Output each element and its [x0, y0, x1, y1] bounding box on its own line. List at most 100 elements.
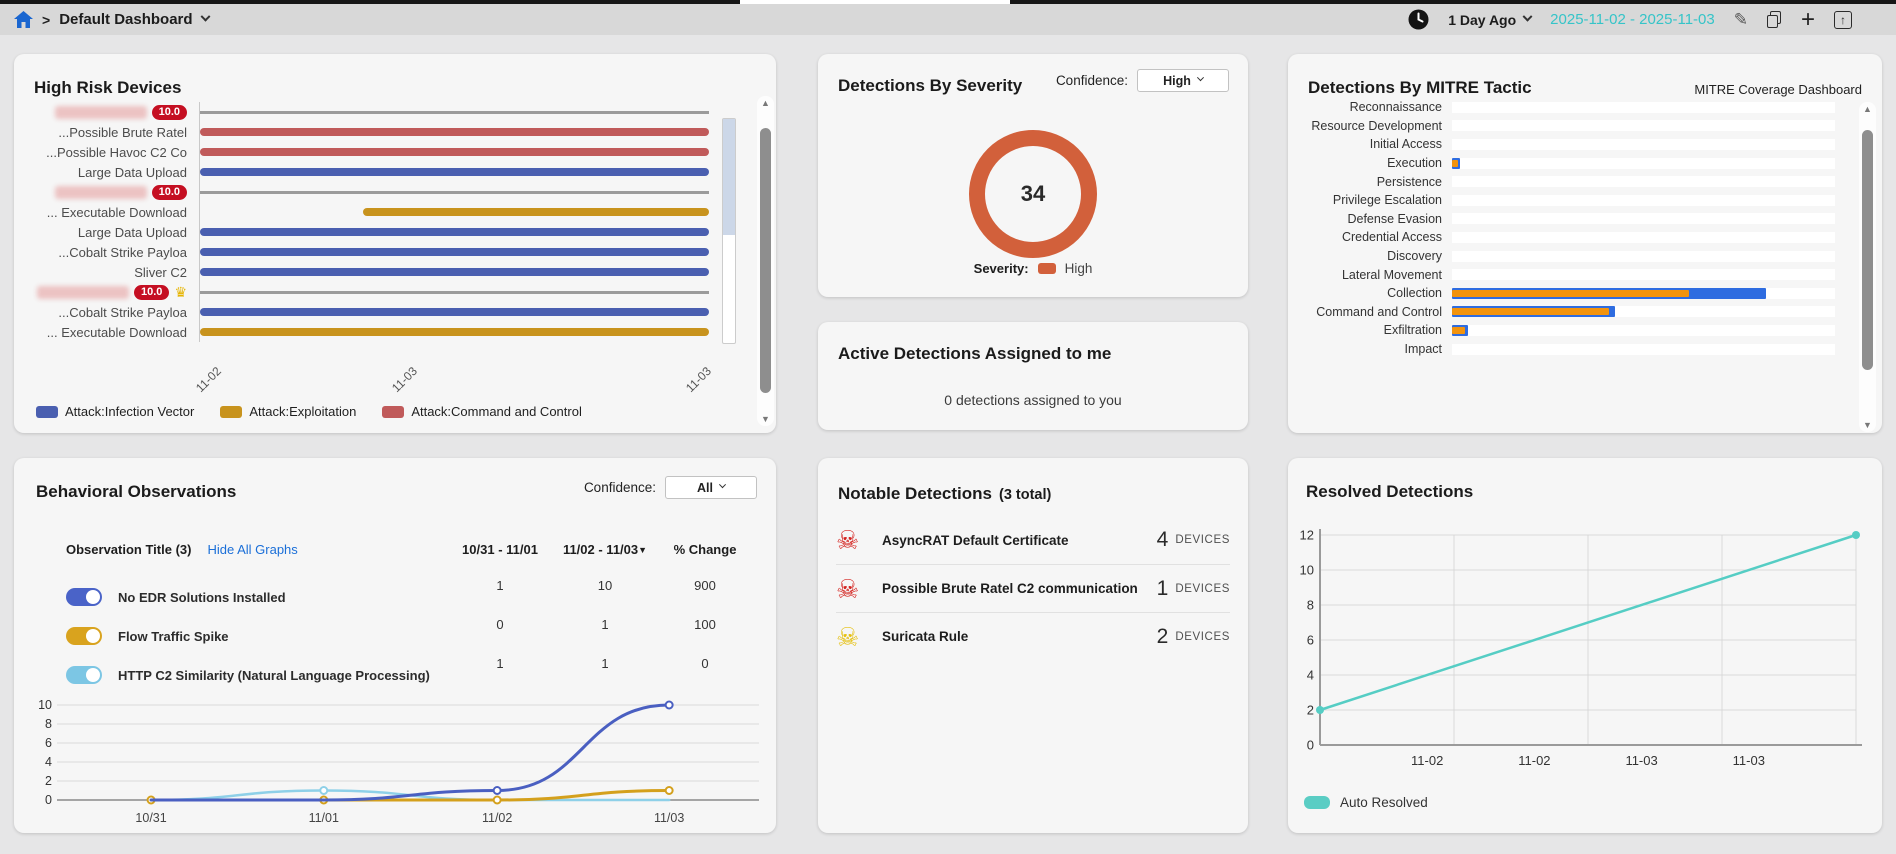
severity-confidence-select[interactable]: High	[1137, 69, 1229, 92]
mitre-row[interactable]: Lateral Movement	[1302, 265, 1835, 284]
observation-toggle[interactable]	[66, 627, 102, 645]
vertical-scrollbar[interactable]: ▲ ▼	[757, 96, 774, 426]
legend-item[interactable]: Attack:Exploitation	[220, 404, 356, 419]
detection-row[interactable]: Large Data Upload	[34, 162, 709, 182]
card-title: Resolved Detections	[1306, 482, 1474, 501]
mitre-row[interactable]: Resource Development	[1302, 117, 1835, 136]
device-group-row[interactable]: 10.0	[34, 102, 709, 122]
timeline-bar[interactable]	[200, 328, 709, 336]
column-header-range1[interactable]: 10/31 - 11/01	[462, 542, 538, 557]
tactic-label: Lateral Movement	[1341, 267, 1442, 282]
svg-text:11/03: 11/03	[654, 811, 684, 825]
scroll-up-icon[interactable]: ▲	[761, 98, 770, 108]
mitre-row[interactable]: Impact	[1302, 340, 1835, 359]
svg-text:4: 4	[1307, 668, 1314, 683]
column-header-range2[interactable]: 11/02 - 11/03▼	[545, 542, 665, 557]
x-axis-tick-label: 11-02	[192, 364, 224, 396]
vertical-scrollbar[interactable]: ▲ ▼	[1859, 102, 1876, 432]
auto-resolved-swatch[interactable]	[1304, 796, 1330, 809]
mitre-row[interactable]: Execution	[1302, 154, 1835, 173]
date-range[interactable]: 2025-11-02 - 2025-11-03	[1550, 11, 1715, 28]
tactic-track	[1452, 120, 1835, 132]
notable-detection-row[interactable]: ☠ Suricata Rule 2 DEVICES	[836, 612, 1230, 660]
tactic-track	[1452, 287, 1835, 299]
detection-row[interactable]: Executable Download ...	[34, 322, 709, 342]
device-group-row[interactable]: 10.0 ♛	[34, 282, 709, 302]
mitre-row[interactable]: Credential Access	[1302, 228, 1835, 247]
mitre-row[interactable]: Command and Control	[1302, 303, 1835, 322]
timeline-bar[interactable]	[200, 308, 709, 316]
timeline-bar[interactable]	[200, 228, 709, 236]
severity-legend-value: High	[1064, 261, 1093, 276]
detection-row[interactable]: Cobalt Strike Payloa...	[34, 302, 709, 322]
mitre-row[interactable]: Persistence	[1302, 172, 1835, 191]
timeline-bar[interactable]	[200, 268, 709, 276]
mitre-coverage-link[interactable]: MITRE Coverage Dashboard	[1694, 82, 1862, 97]
severity-legend-swatch[interactable]	[1037, 263, 1056, 274]
scroll-down-icon[interactable]: ▼	[761, 414, 770, 424]
detection-row[interactable]: Sliver C2	[34, 262, 709, 282]
mitre-bar-chart: Reconnaissance Resource Development Initia…	[1302, 98, 1835, 358]
tactic-track	[1452, 250, 1835, 262]
home-icon[interactable]	[14, 11, 33, 28]
detection-row[interactable]: Possible Havoc C2 Co...	[34, 142, 709, 162]
add-icon[interactable]: +	[1800, 5, 1815, 33]
detection-row[interactable]: Large Data Upload	[34, 222, 709, 242]
tactic-bar-orange[interactable]	[1452, 289, 1690, 297]
timeline-bar[interactable]	[362, 208, 709, 216]
scroll-down-icon[interactable]: ▼	[1863, 420, 1872, 430]
timeline-bar[interactable]	[200, 128, 709, 136]
mitre-row[interactable]: Defense Evasion	[1302, 210, 1835, 229]
tactic-track	[1452, 138, 1835, 150]
clock-icon[interactable]	[1408, 9, 1429, 30]
mitre-row[interactable]: Exfiltration	[1302, 321, 1835, 340]
tactic-label: Initial Access	[1369, 137, 1442, 152]
detection-row[interactable]: Cobalt Strike Payloa...	[34, 242, 709, 262]
hide-all-graphs-link[interactable]: Hide All Graphs	[207, 542, 298, 557]
tactic-bar-orange[interactable]	[1452, 308, 1610, 316]
notable-detection-row[interactable]: ☠ Possible Brute Ratel C2 communication 1 D…	[836, 564, 1230, 612]
device-group-row[interactable]: 10.0	[34, 182, 709, 202]
mitre-row[interactable]: Discovery	[1302, 247, 1835, 266]
detection-row[interactable]: Executable Download ...	[34, 202, 709, 222]
observation-title-header: Observation Title (3)	[66, 542, 192, 557]
timeline-bar[interactable]	[200, 148, 709, 156]
dashboard-chevron-down-icon[interactable]	[200, 11, 210, 22]
edit-pencil-icon[interactable]: ✎	[1733, 10, 1748, 29]
observation-value: 1	[601, 617, 609, 632]
svg-text:0: 0	[1307, 738, 1314, 753]
tactic-track	[1452, 194, 1835, 206]
legend-item[interactable]: Attack:Infection Vector	[36, 404, 194, 419]
observation-toggle[interactable]	[66, 588, 102, 606]
detection-row[interactable]: Possible Brute Ratel...	[34, 122, 709, 142]
duplicate-icon[interactable]	[1766, 11, 1782, 28]
timeline-bar[interactable]	[200, 168, 709, 176]
dashboard-title[interactable]: Default Dashboard	[59, 11, 193, 28]
time-range-dropdown[interactable]: 1 Day Ago	[1448, 12, 1533, 28]
behavioral-confidence-select[interactable]: All	[665, 476, 757, 499]
tactic-bar-orange[interactable]	[1452, 159, 1459, 167]
mitre-row[interactable]: Reconnaissance	[1302, 98, 1835, 117]
notable-detection-row[interactable]: ☠ AsyncRAT Default Certificate 4 DEVICES	[836, 516, 1230, 564]
mitre-row[interactable]: Privilege Escalation	[1302, 191, 1835, 210]
svg-text:2: 2	[45, 774, 52, 788]
tactic-label: Execution	[1387, 156, 1442, 171]
column-header-change[interactable]: % Change	[673, 542, 737, 557]
export-icon[interactable]: ↑	[1834, 10, 1852, 29]
detection-label: Large Data Upload	[77, 164, 187, 180]
observation-toggle[interactable]	[66, 666, 102, 684]
scroll-up-icon[interactable]: ▲	[1863, 104, 1872, 114]
tactic-bar-orange[interactable]	[1452, 326, 1466, 334]
tactic-track	[1452, 176, 1835, 188]
timeline-bar[interactable]	[200, 248, 709, 256]
severity-donut-chart[interactable]: 34	[969, 130, 1097, 258]
legend-item[interactable]: Attack:Command and Control	[382, 404, 582, 419]
svg-text:11/01: 11/01	[309, 811, 339, 825]
mitre-row[interactable]: Initial Access	[1302, 135, 1835, 154]
mitre-row[interactable]: Collection	[1302, 284, 1835, 303]
detection-name: Possible Brute Ratel C2 communication	[882, 581, 1138, 596]
skull-icon: ☠	[836, 621, 860, 652]
svg-text:0: 0	[45, 793, 52, 807]
chart-zoom-slider[interactable]	[722, 118, 736, 344]
observation-label: No EDR Solutions Installed	[118, 589, 286, 605]
